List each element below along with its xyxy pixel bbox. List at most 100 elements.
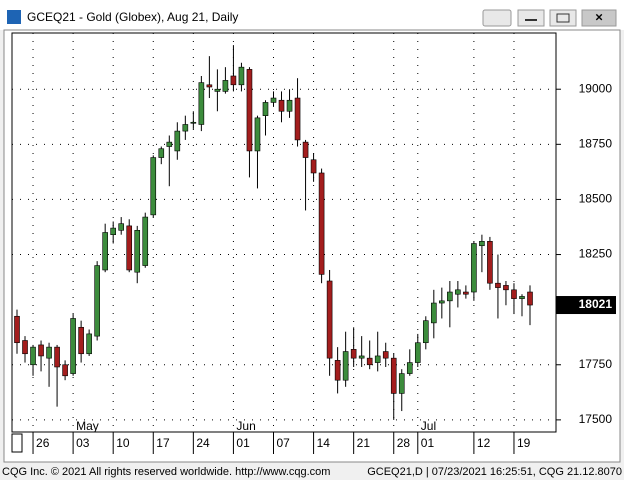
candle-body (439, 300, 445, 304)
candle-body (62, 364, 68, 377)
link-button[interactable] (482, 9, 512, 27)
x-tick-label: 28 (397, 436, 411, 450)
candle-body (30, 346, 36, 366)
candle-body (382, 351, 389, 359)
candle-body (38, 344, 44, 357)
scroll-box[interactable] (11, 433, 23, 453)
app-icon (7, 10, 21, 24)
x-tick-label: 10 (116, 436, 130, 450)
y-tick-label: 18500 (579, 192, 613, 206)
candle-body (238, 66, 245, 86)
maximize-button[interactable] (549, 9, 577, 27)
footer-left: CQG Inc. © 2021 All rights reserved worl… (2, 466, 330, 478)
y-tick-label: 18750 (579, 136, 613, 150)
candle-body (270, 97, 277, 103)
candle-body (422, 320, 429, 344)
x-tick-label: 12 (477, 436, 491, 450)
candle-body (222, 80, 229, 92)
candle-body (431, 302, 437, 324)
maximize-icon (556, 13, 570, 23)
candle-body (86, 333, 92, 355)
candle-body (262, 102, 269, 116)
candle-body (350, 349, 357, 359)
candle-body (310, 159, 317, 174)
candle-body (503, 285, 509, 291)
candle-body (342, 351, 349, 381)
candle-body (198, 82, 205, 125)
month-label: May (76, 419, 99, 433)
candle-body (406, 362, 413, 374)
candle-body (487, 241, 493, 284)
y-tick-label: 17750 (579, 357, 613, 371)
last-price-box (556, 296, 616, 315)
candle-body (94, 265, 100, 337)
candle-body (110, 227, 116, 236)
last-price-label: 18021 (579, 297, 613, 311)
candle-body (318, 172, 325, 275)
candle-body (214, 88, 221, 92)
minimize-button[interactable] (517, 9, 545, 27)
candle-body (471, 243, 477, 293)
y-tick-label: 18250 (579, 247, 613, 261)
candle-body (398, 373, 405, 394)
candle-body (102, 232, 108, 271)
candle-body (286, 99, 293, 112)
close-icon: × (595, 9, 603, 24)
candle-body (166, 141, 173, 147)
x-tick-label: 01 (421, 436, 435, 450)
candle-body (455, 289, 461, 295)
candle-body (294, 97, 301, 141)
close-button[interactable] (581, 9, 617, 27)
month-label: Jun (236, 419, 255, 433)
candle-body (479, 241, 485, 247)
candle-body (118, 223, 125, 231)
plot-area (11, 32, 557, 433)
window-title: GCEQ21 - Gold (Globex), Aug 21, Daily (27, 10, 238, 24)
candle-body (374, 355, 381, 363)
footer-right: GCEQ21,D | 07/23/2021 16:25:51, CQG 21.1… (367, 466, 622, 478)
candle-body (230, 75, 237, 86)
candle-body (14, 315, 20, 344)
x-tick-label: 03 (76, 436, 90, 450)
candle-body (390, 357, 397, 394)
y-tick-label: 17500 (579, 412, 613, 426)
candle-body (182, 124, 189, 132)
x-tick-label: 07 (277, 436, 291, 450)
candle-body (254, 117, 261, 152)
month-label: Jul (421, 419, 436, 433)
candle-body (463, 291, 469, 295)
candle-body (366, 357, 373, 366)
candle-body (358, 355, 365, 359)
candle-body (206, 84, 213, 88)
candle-body (495, 282, 501, 288)
candle-body (511, 289, 517, 299)
candles: 17500 17750 18250 18500 18750 19000 26 03 10 17 24… (12, 33, 616, 454)
candle-body (246, 69, 253, 152)
candle-body (142, 216, 149, 266)
x-tick-label: 17 (156, 436, 170, 450)
y-tick-label: 19000 (579, 81, 613, 95)
candle-body (78, 326, 84, 355)
candle-body (519, 296, 525, 299)
x-tick-label: 01 (236, 436, 250, 450)
candle-body (126, 225, 133, 271)
candle-body (302, 141, 309, 158)
x-tick-label: 21 (357, 436, 371, 450)
x-tick-label: 14 (317, 436, 331, 450)
candle-body (22, 340, 28, 355)
candle-body (414, 342, 421, 363)
status-bar (0, 463, 624, 480)
candle-body (334, 360, 341, 381)
candle-body (447, 291, 453, 302)
candle-body (150, 157, 157, 216)
candle-body (278, 99, 285, 112)
candle-body (190, 121, 197, 124)
candle-body (134, 229, 141, 273)
candle-body (158, 148, 165, 158)
x-tick-label: 26 (36, 436, 50, 450)
x-tick-label: 24 (196, 436, 210, 450)
candle-body (326, 280, 333, 359)
candle-body (527, 291, 533, 306)
candle-body (54, 346, 60, 368)
